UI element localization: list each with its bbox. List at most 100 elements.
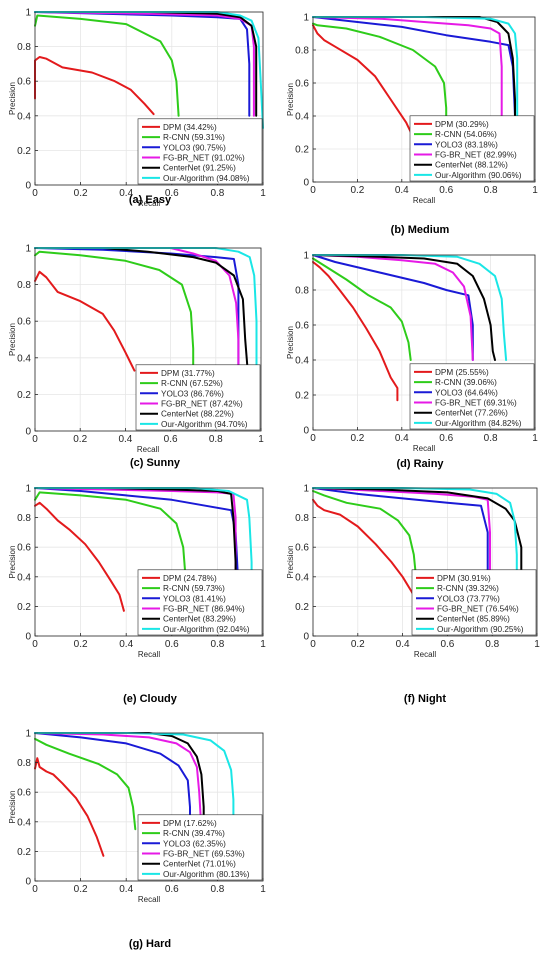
x-tick-label: 0.2: [351, 639, 365, 650]
x-axis-label: Recall: [413, 196, 435, 205]
x-tick-label: 1: [532, 433, 538, 444]
y-tick-label: 0.6: [295, 543, 309, 554]
x-tick-label: 0.4: [119, 639, 133, 650]
legend-entry: R-CNN (67.52%): [161, 379, 223, 388]
axes-box: [312, 16, 536, 183]
legend-box: [411, 569, 537, 636]
legend-entry: Our-Algorithm (90.06%): [435, 171, 522, 180]
y-axis-label: Precision: [8, 82, 17, 115]
series-line-fg-br-net: [312, 16, 503, 117]
x-tick-label: 0.4: [395, 433, 409, 444]
y-axis-label: Precision: [8, 791, 17, 824]
legend-entry: CenterNet (85.89%): [437, 615, 510, 624]
legend-entry: DPM (24.78%): [163, 574, 217, 583]
y-tick-label: 0.4: [17, 111, 31, 122]
legend-entry: DPM (34.42%): [163, 123, 217, 132]
x-tick-label: 0.6: [165, 639, 179, 650]
series-line-dpm: [34, 56, 155, 116]
y-tick-label: 0.8: [17, 42, 31, 53]
legend-entry: FG-BR_NET (86.94%): [163, 605, 245, 614]
legend-entry: FG-BR_NET (76.54%): [437, 605, 519, 614]
y-tick-label: 0.4: [17, 572, 31, 583]
legend: DPM (17.62%)R-CNN (39.47%)YOLO3 (62.35%)…: [137, 814, 263, 881]
y-tick-label: 0.2: [17, 602, 31, 613]
y-tick-label: 0: [25, 427, 31, 438]
axes-box: [34, 247, 262, 432]
y-tick-label: 0.6: [17, 543, 31, 554]
y-tick-label: 0: [303, 632, 309, 643]
x-tick-label: 0.8: [484, 433, 498, 444]
legend-entry: Our-Algorithm (94.70%): [161, 420, 248, 429]
y-tick-label: 0.8: [295, 513, 309, 524]
legend-box: [409, 115, 535, 182]
series-line-yolo3: [34, 487, 239, 608]
x-tick-label: 0.2: [350, 185, 364, 196]
legend: DPM (30.91%)R-CNN (39.32%)YOLO3 (73.77%)…: [411, 569, 537, 636]
y-tick-label: 0.2: [295, 602, 309, 613]
series-line-dpm: [34, 501, 125, 612]
legend: DPM (24.78%)R-CNN (59.73%)YOLO3 (81.41%)…: [137, 569, 263, 636]
x-tick-label: 0.4: [396, 639, 410, 650]
y-tick-label: 0.8: [17, 280, 31, 291]
x-tick-label: 0.4: [395, 185, 409, 196]
legend-entry: YOLO3 (86.76%): [161, 389, 224, 398]
legend-box: [137, 569, 263, 636]
legend-entry: CenterNet (88.12%): [435, 161, 508, 170]
y-tick-label: 0: [303, 178, 309, 189]
chart-panel: 0 0.2 0.4 0.6 0.8 1 0 0.2 0.4 0.6 0.8 1 Recall Precis…: [8, 484, 266, 706]
axes-box: [312, 487, 538, 637]
y-tick-label: 1: [25, 8, 31, 19]
x-tick-label: 1: [260, 884, 266, 895]
x-tick-label: 0.8: [210, 188, 224, 199]
x-tick-label: 0.6: [439, 185, 453, 196]
x-tick-label: 0.4: [119, 884, 133, 895]
y-tick-label: 0: [25, 877, 31, 888]
legend-entry: Our-Algorithm (90.25%): [437, 625, 524, 634]
legend-entry: Our-Algorithm (94.08%): [163, 174, 250, 183]
legend-box: [409, 363, 535, 430]
x-tick-label: 0.8: [485, 639, 499, 650]
legend-entry: DPM (30.29%): [435, 120, 489, 129]
y-tick-label: 0.8: [295, 46, 309, 57]
legend-entry: Our-Algorithm (92.04%): [163, 625, 250, 634]
chart-panel: 0 0.2 0.4 0.6 0.8 1 0 0.2 0.4 0.6 0.8 1 Recall Precis…: [286, 251, 538, 471]
y-tick-label: 0: [303, 426, 309, 437]
series-line-yolo3: [34, 732, 191, 831]
axes-box: [34, 732, 264, 882]
legend-entry: Our-Algorithm (84.82%): [435, 419, 522, 428]
x-tick-label: 0.6: [164, 434, 178, 445]
series-line-centernet: [34, 247, 249, 368]
y-tick-label: 0.6: [295, 79, 309, 90]
x-tick-label: 0: [32, 884, 38, 895]
x-tick-label: 1: [534, 639, 540, 650]
x-tick-label: 1: [258, 434, 264, 445]
legend-entry: CenterNet (77.26%): [435, 409, 508, 418]
x-axis-label: Recall: [413, 444, 435, 453]
legend-box: [137, 118, 263, 185]
chart-caption: (b) Medium: [391, 224, 450, 236]
legend: DPM (31.77%)R-CNN (67.52%)YOLO3 (86.76%)…: [135, 364, 261, 431]
y-tick-label: 0.4: [17, 353, 31, 364]
series-line-r-cnn: [34, 491, 187, 608]
y-axis-label: Precision: [8, 546, 17, 579]
legend-entry: CenterNet (88.22%): [161, 410, 234, 419]
x-tick-label: 0.8: [210, 639, 224, 650]
x-tick-label: 0.2: [73, 434, 87, 445]
legend-entry: R-CNN (59.31%): [163, 133, 225, 142]
y-tick-label: 0.4: [295, 572, 309, 583]
series-line-dpm: [34, 270, 136, 372]
x-axis-label: Recall: [414, 650, 436, 659]
legend-entry: FG-BR_NET (91.02%): [163, 154, 245, 163]
chart-caption: (e) Cloudy: [123, 693, 178, 705]
legend-entry: YOLO3 (90.75%): [163, 143, 226, 152]
y-tick-label: 1: [25, 244, 31, 255]
legend-entry: CenterNet (71.01%): [163, 860, 236, 869]
legend-entry: FG-BR_NET (69.53%): [163, 850, 245, 859]
chart-caption: (a) Easy: [129, 194, 172, 206]
y-tick-label: 0.8: [17, 513, 31, 524]
y-tick-label: 0.4: [17, 817, 31, 828]
x-tick-label: 1: [260, 188, 266, 199]
x-tick-label: 0.2: [74, 639, 88, 650]
x-tick-label: 1: [532, 185, 538, 196]
